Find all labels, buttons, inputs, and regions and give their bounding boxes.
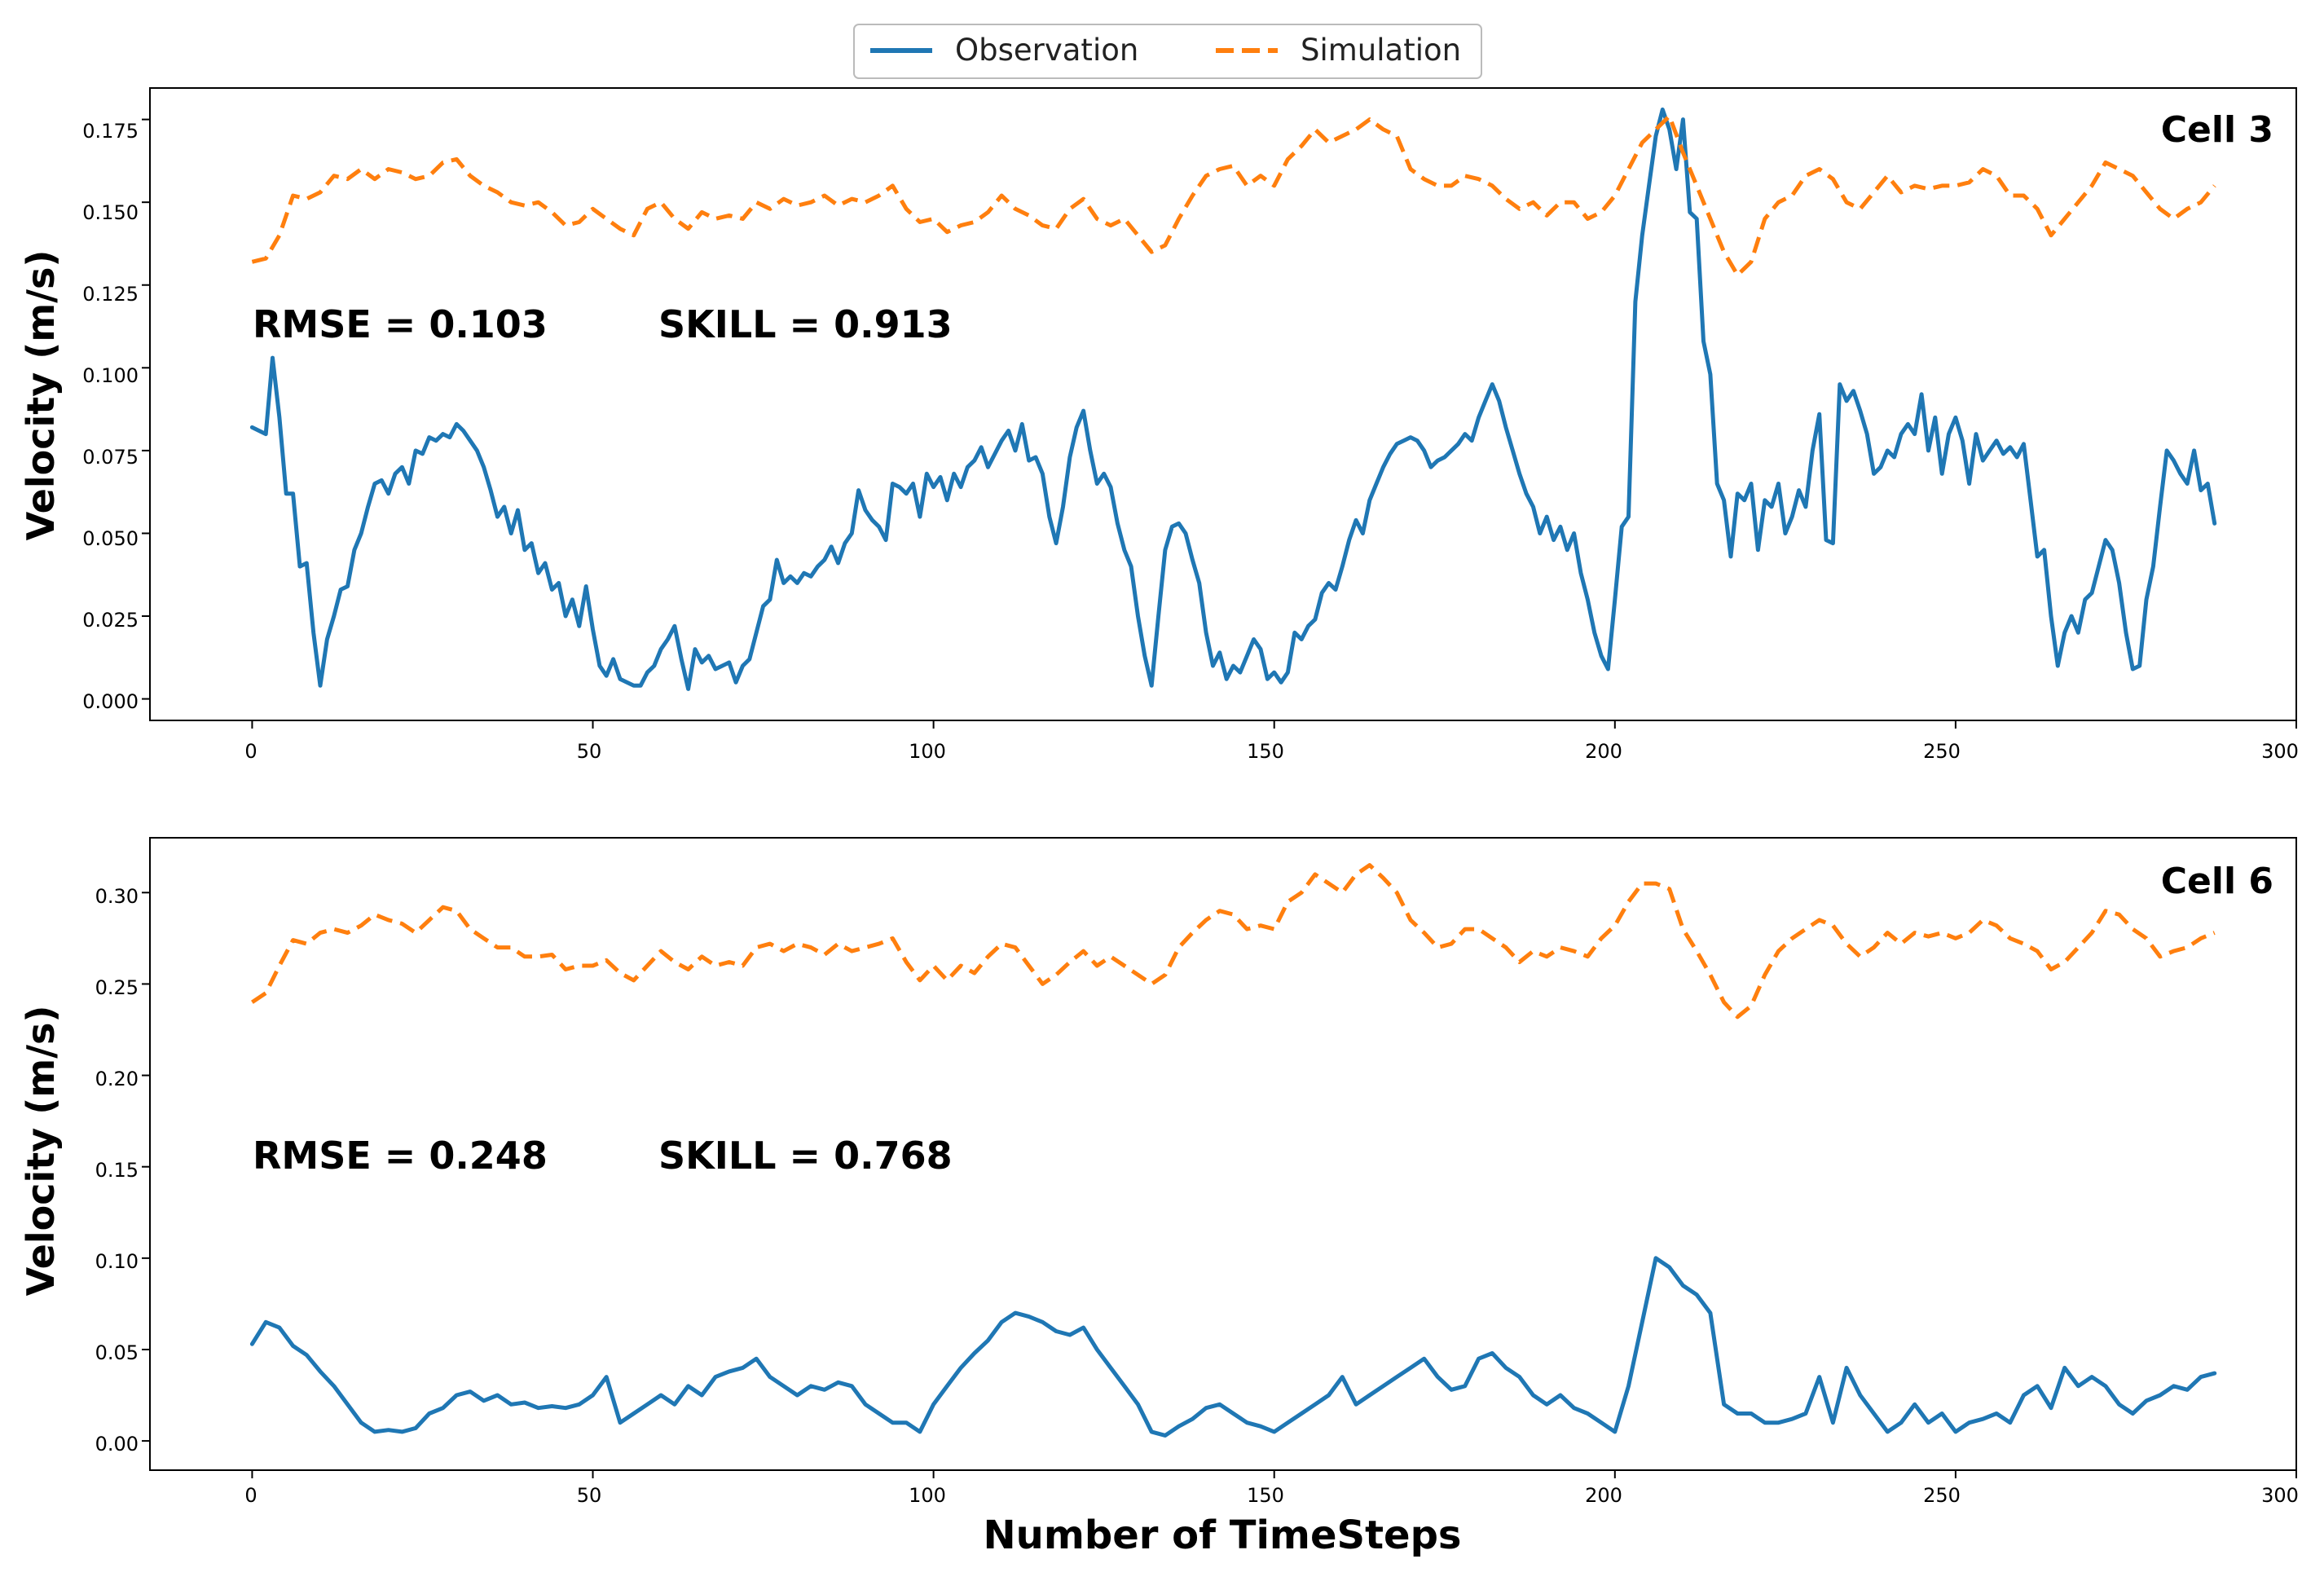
series-line-observation — [249, 1256, 2217, 1438]
legend-label-simulation: Simulation — [1301, 33, 1461, 68]
panel-cell-3: 0.000 0.025 0.050 0.075 0.100 0.125 0.15… — [19, 87, 2299, 763]
xtick-label: 300 — [2261, 740, 2299, 763]
panel-series — [249, 863, 2217, 1438]
ytick-label: 0.20 — [95, 1068, 139, 1090]
panel-cell-3-label: Cell 3 — [2161, 109, 2273, 151]
ytick-label: 0.15 — [95, 1159, 139, 1182]
ytick-label: 0.000 — [82, 690, 139, 713]
ytick-label: 0.05 — [95, 1341, 139, 1364]
panel-cell-6-xtick-labels: 0 50 100 150 200 250 300 — [244, 1484, 2299, 1507]
panel-cell-6-rmse: RMSE = 0.248 — [253, 1134, 548, 1178]
ytick-label: 0.00 — [95, 1433, 139, 1455]
panel-cell-6: 0.00 0.05 0.10 0.15 0.20 0.25 0.30 0 50 … — [19, 837, 2299, 1558]
panel-cell-6-ylabel: Velocity (m/s) — [19, 1006, 63, 1297]
xtick-label: 50 — [577, 740, 602, 763]
x-axis-title: Number of TimeSteps — [984, 1513, 1462, 1558]
panel-cell-3-ytick-labels: 0.000 0.025 0.050 0.075 0.100 0.125 0.15… — [82, 120, 139, 713]
xtick-label: 50 — [577, 1484, 602, 1507]
panel-cell-6-label: Cell 6 — [2161, 861, 2273, 902]
panel-cell-3-rmse: RMSE = 0.103 — [253, 302, 548, 346]
xtick-label: 150 — [1247, 740, 1284, 763]
legend-label-observation: Observation — [955, 33, 1138, 68]
xtick-label: 200 — [1585, 740, 1622, 763]
xtick-label: 0 — [244, 1484, 257, 1507]
series-line-simulation — [251, 863, 2216, 1020]
ytick-label: 0.025 — [82, 609, 139, 632]
panel-series — [249, 107, 2217, 691]
plot-frame — [149, 87, 2297, 721]
series-line-simulation — [251, 114, 2216, 277]
legend-frame — [853, 24, 1482, 79]
panel-cell-3-ylabel: Velocity (m/s) — [19, 250, 63, 541]
panel-cell-3-skill: SKILL = 0.913 — [658, 302, 953, 346]
panel-cell-6-skill: SKILL = 0.768 — [658, 1134, 953, 1178]
ytick-label: 0.30 — [95, 885, 139, 908]
ytick-label: 0.150 — [82, 201, 139, 224]
legend: Observation Simulation — [853, 24, 1482, 79]
xtick-label: 200 — [1585, 1484, 1622, 1507]
xtick-label: 250 — [1923, 740, 1961, 763]
plot-frame — [149, 837, 2297, 1471]
panel-cell-3-xtick-labels: 0 50 100 150 200 250 300 — [244, 740, 2299, 763]
ytick-label: 0.100 — [82, 364, 139, 387]
ytick-label: 0.075 — [82, 446, 139, 469]
xtick-label: 0 — [244, 740, 257, 763]
xtick-label: 150 — [1247, 1484, 1284, 1507]
xtick-label: 100 — [909, 1484, 946, 1507]
xtick-label: 300 — [2261, 1484, 2299, 1507]
xtick-label: 250 — [1923, 1484, 1961, 1507]
panel-cell-6-ytick-labels: 0.00 0.05 0.10 0.15 0.20 0.25 0.30 — [95, 885, 139, 1455]
ytick-label: 0.175 — [82, 120, 139, 143]
ytick-label: 0.050 — [82, 527, 139, 550]
ytick-label: 0.25 — [95, 976, 139, 999]
xtick-label: 100 — [909, 740, 946, 763]
ytick-label: 0.10 — [95, 1250, 139, 1273]
ytick-label: 0.125 — [82, 283, 139, 306]
series-line-observation — [249, 107, 2217, 691]
